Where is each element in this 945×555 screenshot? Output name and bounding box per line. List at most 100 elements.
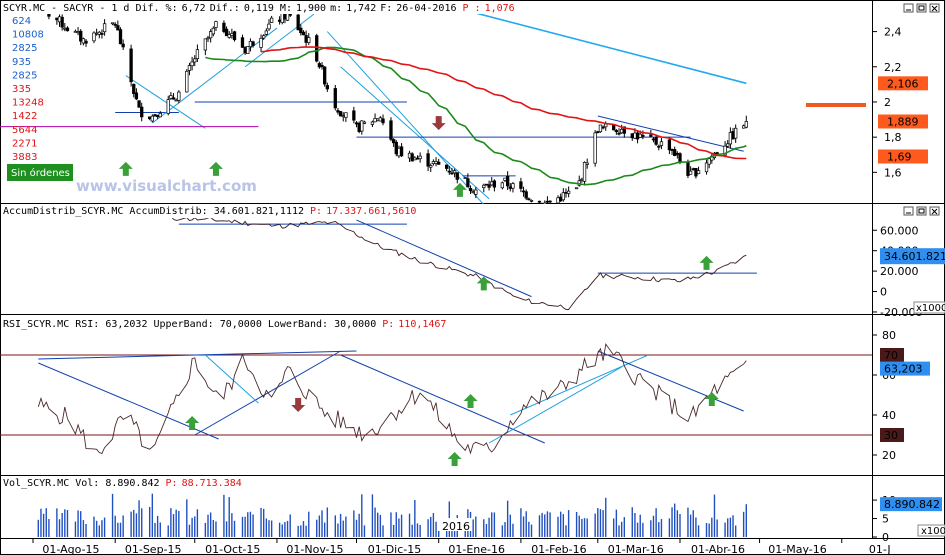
x-tick-label: 01-Sep-15 — [125, 543, 182, 555]
x-tick-label: 01-Feb-16 — [531, 543, 586, 555]
candle — [399, 146, 404, 157]
candle — [696, 170, 701, 175]
candle — [466, 178, 470, 188]
candle — [338, 111, 343, 117]
rsi-signal-arrows — [185, 392, 719, 466]
candle — [622, 126, 626, 134]
candle — [540, 203, 544, 204]
candle — [140, 106, 144, 118]
order-book: 624 10808 2825 935 2825 335 13248 1422 5644 2271 3… — [12, 16, 44, 177]
candle — [158, 112, 162, 118]
accum-tick-label: 20.000 — [880, 265, 919, 278]
price-badge-label: 1,69 — [887, 151, 912, 164]
trendline — [597, 350, 744, 412]
candle — [521, 190, 526, 193]
candle — [654, 137, 658, 145]
volume-badge-label: 8.890.842 — [884, 498, 940, 511]
candle — [277, 19, 282, 22]
candle — [490, 181, 494, 186]
candle — [617, 132, 621, 135]
candle — [511, 183, 515, 189]
x-tick-label: 01-Nov-15 — [286, 543, 343, 555]
volume-badge — [880, 497, 942, 512]
candle — [92, 32, 96, 42]
arrow-up-icon — [118, 161, 133, 176]
x-tick-label: 01-Ago-15 — [42, 543, 99, 555]
candle — [728, 132, 733, 145]
candle — [543, 202, 547, 204]
signal-arrows — [118, 116, 467, 197]
candle — [317, 63, 322, 68]
candle — [741, 125, 746, 129]
candle — [505, 176, 510, 187]
candle — [649, 134, 653, 137]
candle — [527, 198, 531, 201]
candle — [678, 153, 682, 163]
order-book-value: 335 — [12, 84, 31, 95]
candle — [452, 170, 457, 174]
candle — [84, 40, 88, 44]
candle — [102, 23, 107, 33]
candle — [288, 14, 292, 16]
candle — [601, 126, 605, 129]
candle — [455, 172, 459, 180]
candle — [614, 130, 619, 133]
arrow-down-icon — [431, 116, 446, 131]
minimize-icon[interactable] — [903, 3, 914, 13]
candle — [667, 139, 672, 151]
price-panel-controls[interactable] — [903, 3, 940, 13]
volume-tick-label: 5 — [882, 513, 889, 526]
accum-tick-label: 0 — [880, 286, 887, 299]
volume-panel[interactable]: Vol_SCYR.MC Vol: 8.890.842 P: 88.713.384 201… — [3, 478, 945, 544]
rsi-panel[interactable]: RSI_SCYR.MC RSI: 63,2032 UpperBand: 70,0000 L… — [0, 319, 930, 466]
candle — [243, 47, 247, 54]
candle — [137, 100, 141, 108]
order-book-value: 935 — [12, 57, 31, 68]
candle — [76, 31, 80, 34]
candle — [715, 152, 719, 155]
candle — [116, 25, 120, 31]
candle — [670, 149, 674, 151]
candle — [686, 161, 690, 176]
accum-panel-controls[interactable] — [903, 206, 940, 216]
minimize-icon[interactable] — [903, 206, 914, 216]
trendline — [340, 66, 490, 200]
price-tick-label: 1,8 — [884, 131, 902, 144]
candle — [474, 189, 478, 195]
price-tick-label: 2,2 — [884, 61, 902, 74]
volume-unit-label: x100 — [921, 526, 945, 537]
rsi-upper-badge-label: 70 — [884, 349, 898, 362]
candle — [360, 120, 364, 132]
candle — [604, 123, 608, 128]
no-orders-button-label: Sin órdenes — [11, 167, 70, 179]
candle — [630, 133, 634, 139]
candle — [259, 37, 263, 48]
maximize-icon[interactable] — [916, 206, 927, 216]
candle — [582, 162, 587, 182]
moving-averages — [205, 14, 747, 186]
no-orders-button[interactable] — [7, 164, 73, 181]
candle — [559, 196, 563, 202]
candle — [564, 191, 568, 194]
candle — [150, 115, 154, 122]
candle — [434, 160, 438, 164]
candle — [657, 145, 661, 148]
trendline — [488, 366, 622, 444]
candle — [492, 180, 497, 188]
candle — [299, 27, 303, 34]
year-label: 2016 — [442, 520, 470, 533]
candle — [620, 129, 624, 134]
accum-distrib-panel[interactable]: AccumDistrib_SCYR.MC AccumDistrib: 34.601.… — [3, 206, 945, 319]
candle — [264, 30, 268, 35]
candle — [206, 37, 210, 40]
candle — [153, 114, 157, 117]
candle — [688, 170, 693, 175]
candle — [707, 158, 711, 165]
price-panel[interactable]: SCYR.MC - SACYR - 1 d Dif. %: 6,72 Dif.: 0,1… — [0, 0, 940, 225]
rsi-tick-label: 20 — [882, 449, 896, 462]
accum-unit-label: x1000 — [916, 303, 945, 314]
maximize-icon[interactable] — [916, 3, 927, 13]
trendline — [597, 115, 744, 152]
candle — [155, 114, 160, 118]
candle — [413, 157, 417, 161]
